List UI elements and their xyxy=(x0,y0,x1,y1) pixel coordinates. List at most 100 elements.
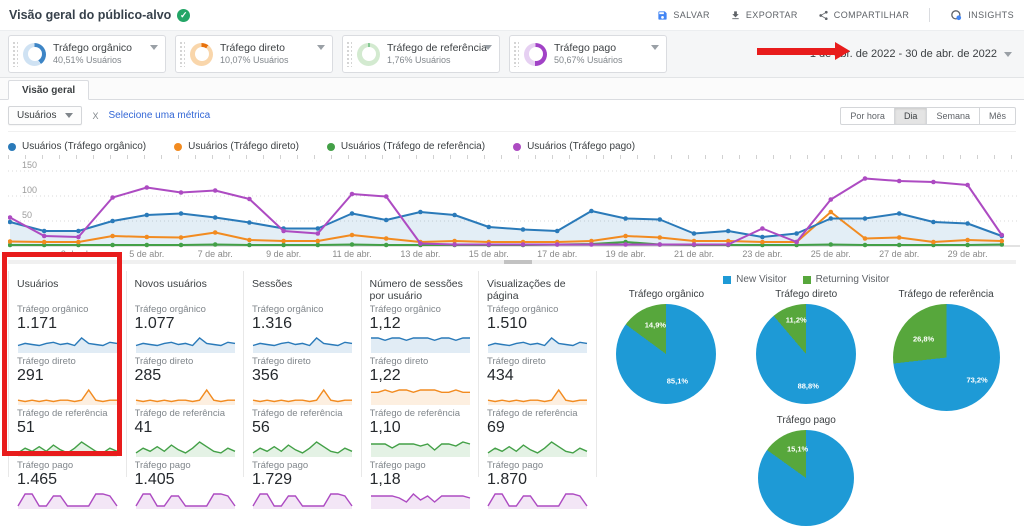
metric-sparkline xyxy=(17,438,118,458)
svg-text:3 de abr.: 3 de abr. xyxy=(61,249,96,259)
pie-title: Tráfego direto xyxy=(775,289,838,300)
metric-label: Tráfego direto xyxy=(487,356,546,368)
scorecard-title: Novos usuários xyxy=(134,278,207,290)
drag-handle-icon[interactable] xyxy=(346,41,352,67)
segment-subtitle: 10,07% Usuários xyxy=(220,54,289,65)
metric-sparkline xyxy=(487,438,588,458)
granularity-week-button[interactable]: Semana xyxy=(927,106,980,125)
metric-sparkline xyxy=(135,386,236,406)
scorecard-title: Usuários xyxy=(17,278,59,290)
pie-chart: 15,1% xyxy=(758,430,855,526)
granularity-month-button[interactable]: Mês xyxy=(979,106,1016,125)
metric-sparkline xyxy=(487,490,588,510)
segment-donut-icon xyxy=(190,42,213,66)
header-bar: Visão geral do público-alvo ✓ SALVAR EXP… xyxy=(0,0,1024,30)
metric-sparkline xyxy=(487,386,588,406)
pies-grid: Tráfego orgânico 14,9% 85,1% Tráfego dir… xyxy=(597,289,1017,526)
visitor-pies-section: New Visitor Returning Visitor Tráfego or… xyxy=(597,271,1017,526)
pie-title: Tráfego orgânico xyxy=(628,289,705,300)
segment-subtitle: 50,67% Usuários xyxy=(554,54,623,65)
segment-chip-paid[interactable]: Tráfego pago 50,67% Usuários xyxy=(509,35,667,73)
pie-new-label: 88,8% xyxy=(797,381,819,391)
segment-chip-organic[interactable]: Tráfego orgânico 40,51% Usuários xyxy=(8,35,166,73)
main-panel: Usuários X Selecione uma métrica Por hor… xyxy=(0,100,1024,526)
share-icon xyxy=(819,10,828,20)
svg-text:50: 50 xyxy=(22,210,32,220)
metric-dropdown[interactable]: Usuários xyxy=(8,106,83,125)
metric-value: 1.405 xyxy=(134,471,175,488)
svg-text:29 de abr.: 29 de abr. xyxy=(948,249,988,259)
metric-value: 1.729 xyxy=(252,471,293,488)
tab-overview[interactable]: Visão geral xyxy=(8,80,90,100)
chevron-down-icon[interactable] xyxy=(484,45,492,50)
metric-label: Tráfego de referência xyxy=(17,408,108,419)
insights-label: INSIGHTS xyxy=(968,10,1014,20)
pie-new-label: 73,2% xyxy=(966,375,988,385)
page-title: Visão geral do público-alvo xyxy=(9,8,172,22)
toolbar: SALVAR EXPORTAR COMPARTILHAR INSIGHTS xyxy=(657,8,1014,22)
svg-text:7 de abr.: 7 de abr. xyxy=(198,249,233,259)
metric-value: 1,10 xyxy=(369,419,401,437)
svg-text:15 de abr.: 15 de abr. xyxy=(469,249,509,259)
metric-label: Tráfego de referência xyxy=(487,408,578,420)
insights-button[interactable]: INSIGHTS xyxy=(950,9,1014,22)
scorecard-title: Visualizações de página xyxy=(487,278,566,303)
svg-text:13 de abr.: 13 de abr. xyxy=(400,249,440,259)
segment-chip-referral[interactable]: Tráfego de referência 1,76% Usuários xyxy=(342,35,500,73)
select-metric-link[interactable]: Selecione uma métrica xyxy=(108,110,211,121)
segment-name: Tráfego orgânico xyxy=(53,41,132,54)
granularity-day-button[interactable]: Dia xyxy=(894,106,928,125)
pie-chart: 26,8% 73,2% xyxy=(892,304,1000,411)
chevron-down-icon[interactable] xyxy=(150,45,158,50)
segment-donut-icon xyxy=(23,42,46,66)
metric-value: 56 xyxy=(252,419,270,436)
verified-check-icon: ✓ xyxy=(177,8,191,22)
svg-text:...: ... xyxy=(44,249,52,259)
metric-controls-row: Usuários X Selecione uma métrica Por hor… xyxy=(8,106,1016,132)
pie-returning-label: 14,9% xyxy=(644,320,667,330)
svg-text:25 de abr.: 25 de abr. xyxy=(811,249,851,259)
chart-scrollbar-thumb[interactable] xyxy=(504,260,532,264)
svg-text:100: 100 xyxy=(22,185,37,195)
metric-value: 1.465 xyxy=(17,471,58,488)
drag-handle-icon[interactable] xyxy=(12,41,18,67)
svg-text:27 de abr.: 27 de abr. xyxy=(879,249,919,259)
metric-value: 1.077 xyxy=(134,315,175,332)
scorecard-column: Usuários Tráfego orgânico 1.171 Tráfego dir… xyxy=(9,271,127,509)
scorecard-column: Sessões Tráfego orgânico 1.316 Tráfego dire… xyxy=(244,271,362,509)
svg-text:150: 150 xyxy=(22,160,37,170)
svg-text:17 de abr.: 17 de abr. xyxy=(537,249,577,259)
metric-sparkline xyxy=(370,438,471,458)
metric-sparkline xyxy=(370,334,471,354)
pie-legend-returning: Returning Visitor xyxy=(802,274,889,285)
pie-legend-new: New Visitor xyxy=(723,274,787,285)
metric-label: Tráfego direto xyxy=(17,356,76,367)
share-button[interactable]: COMPARTILHAR xyxy=(818,10,909,21)
legend-label: Usuários (Tráfego pago) xyxy=(527,141,636,152)
date-range-selector[interactable]: 1 de abr. de 2022 - 30 de abr. de 2022 xyxy=(810,48,1016,60)
pie-returning-label: 11,2% xyxy=(785,315,807,325)
granularity-hour-button[interactable]: Por hora xyxy=(840,106,895,125)
legend-dot-icon xyxy=(326,142,335,151)
metric-sparkline xyxy=(135,438,236,458)
segment-name: Tráfego pago xyxy=(554,41,617,54)
chevron-down-icon[interactable] xyxy=(317,45,325,50)
legend-dot-icon xyxy=(174,142,183,151)
chevron-down-icon[interactable] xyxy=(651,45,659,50)
insights-icon xyxy=(951,9,962,20)
scorecard-column: Número de sessões por usuário Tráfego org… xyxy=(362,271,479,510)
pie-legend: New Visitor Returning Visitor xyxy=(597,274,1017,285)
pie-paid: Tráfego pago 15,1% xyxy=(758,415,855,526)
legend-item-organic: Usuários (Tráfego orgânico) xyxy=(8,141,146,152)
drag-handle-icon[interactable] xyxy=(179,41,185,67)
remove-metric-button[interactable]: X xyxy=(92,110,99,121)
segment-chip-direct[interactable]: Tráfego direto 10,07% Usuários xyxy=(175,35,333,73)
drag-handle-icon[interactable] xyxy=(513,41,519,67)
export-button[interactable]: EXPORTAR xyxy=(730,10,798,21)
svg-text:19 de abr.: 19 de abr. xyxy=(606,249,646,259)
save-button[interactable]: SALVAR xyxy=(657,10,710,21)
metric-value: 51 xyxy=(17,419,35,436)
metric-label: Tráfego direto xyxy=(369,356,429,368)
metric-value: 69 xyxy=(487,419,505,437)
segment-subtitle: 1,76% Usuários xyxy=(387,54,451,65)
